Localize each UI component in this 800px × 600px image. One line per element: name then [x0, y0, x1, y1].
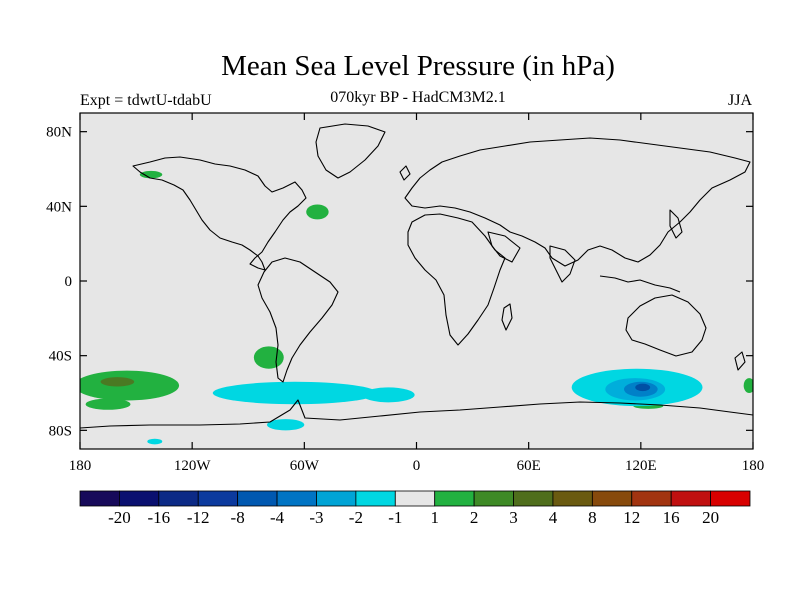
antarctica-coast [80, 399, 753, 429]
coastlines [80, 123, 753, 429]
anomaly-region-5 [139, 170, 163, 179]
x-tick-label: 60W [290, 458, 320, 474]
colorbar-label: 1 [430, 508, 439, 527]
plot-title: Mean Sea Level Pressure (in hPa) [221, 50, 615, 82]
eurasia-coast [404, 137, 751, 267]
colorbar-label: -16 [147, 508, 170, 527]
colorbar-swatch [513, 490, 554, 507]
colorbar-swatch [276, 490, 317, 507]
x-tick-label: 60E [517, 458, 541, 474]
colorbar-swatch [79, 490, 120, 507]
colorbar-swatch [591, 490, 633, 507]
y-tick-label: 40S [49, 349, 72, 365]
colorbar-swatch [316, 490, 357, 507]
colorbar-swatch [237, 490, 278, 507]
colorbar-label: -4 [270, 508, 285, 527]
x-tick-label: 180 [742, 458, 765, 474]
anomaly-region-15 [635, 383, 651, 392]
anomaly-region-10 [266, 419, 305, 431]
madagascar-coast [501, 303, 513, 331]
colorbar-label: -3 [309, 508, 323, 527]
y-tick-label: 40N [46, 199, 72, 215]
x-tick-label: 120E [625, 458, 657, 474]
africa-coast [407, 213, 506, 346]
colorbar-label: -12 [187, 508, 210, 527]
india-coast [549, 245, 576, 283]
north-america-coast [132, 156, 307, 271]
x-tick-label: 0 [413, 458, 421, 474]
anomaly-region-2 [85, 398, 131, 410]
anomaly-region-1 [100, 377, 135, 387]
colorbar-swatch [434, 490, 475, 507]
colorbar-label: -1 [388, 508, 402, 527]
colorbar: -20 -16 -12 -8 -4 -3 -2 -1 1 2 3 4 8 12 16 20 [79, 490, 751, 527]
colorbar-swatch [158, 490, 199, 507]
south-america-coast [257, 257, 339, 383]
colorbar-label: -8 [231, 508, 245, 527]
colorbar-swatch [552, 490, 593, 507]
colorbar-label: 4 [549, 508, 558, 527]
axes: 180 120W 60W 0 60E 120E 180 80N 40N 0 40S 80S [46, 113, 764, 474]
colorbar-label: 3 [509, 508, 518, 527]
x-tick-label: 120W [174, 458, 212, 474]
experiment-label: Expt = tdwtU-tdabU [80, 92, 212, 109]
colorbar-label: 20 [702, 508, 719, 527]
y-tick-label: 80N [46, 125, 72, 141]
anomaly-region-3 [253, 346, 284, 369]
model-label: 070kyr BP - HadCM3M2.1 [330, 89, 506, 106]
colorbar-label: 2 [470, 508, 479, 527]
colorbar-label: -2 [349, 508, 363, 527]
anomaly-region-0 [80, 370, 180, 401]
x-tick-label: 180 [69, 458, 92, 474]
colorbar-swatch [473, 490, 514, 507]
japan-coast [669, 209, 683, 239]
anomaly-region-7 [743, 378, 753, 393]
anomaly-region-4 [306, 204, 329, 220]
colorbar-swatch [394, 490, 436, 507]
colorbar-swatch [197, 490, 239, 507]
indonesia-coast [599, 275, 681, 293]
y-tick-label: 80S [49, 423, 72, 439]
season-label: JJA [727, 92, 752, 109]
anomaly-region-8 [212, 381, 378, 405]
colorbar-swatch [119, 490, 160, 507]
colorbar-swatch [710, 490, 751, 507]
australia-coast [625, 294, 707, 357]
anomaly-region-11 [147, 438, 163, 445]
y-tick-label: 0 [65, 274, 73, 290]
greenland-coast [315, 123, 386, 179]
colorbar-swatch [670, 490, 711, 507]
colorbar-label: -20 [108, 508, 131, 527]
colorbar-label: 16 [663, 508, 680, 527]
british-isles-coast [399, 165, 411, 181]
anomaly-region-9 [362, 387, 415, 403]
colorbar-swatch [355, 490, 396, 507]
colorbar-label: 12 [623, 508, 640, 527]
arabia-coast [487, 231, 521, 263]
colorbar-swatch [631, 490, 672, 507]
colorbar-label: 8 [588, 508, 597, 527]
new-zealand-coast [734, 351, 746, 371]
